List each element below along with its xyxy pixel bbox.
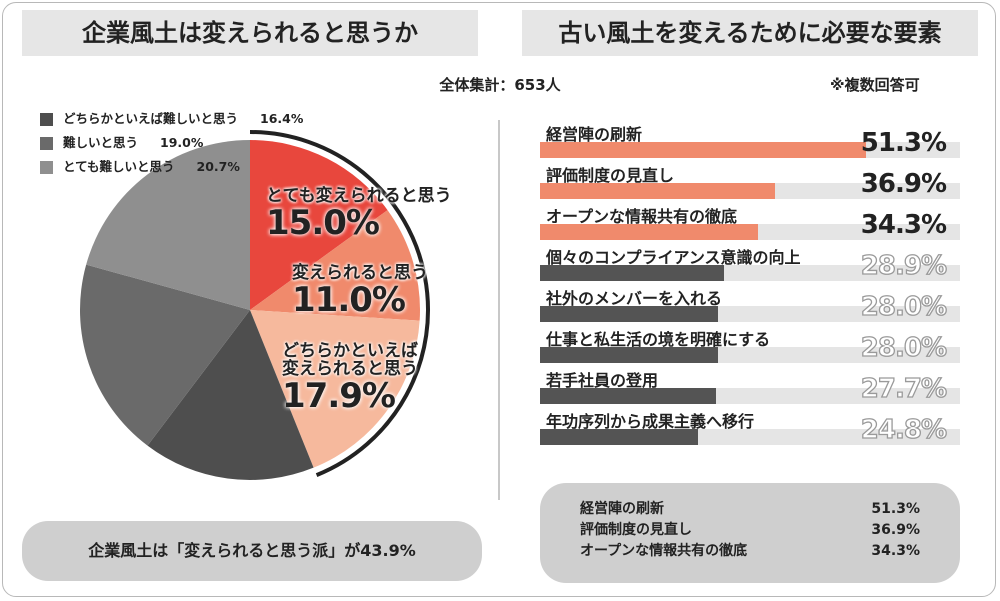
- bar: [540, 224, 759, 240]
- legend-item-hard: 難しいと思う 19.0%: [40, 134, 203, 152]
- bar-row: 評価制度の見直し 36.9%: [540, 165, 960, 201]
- legend-item-rather-hard: どちらかといえば難しいと思う 16.4%: [40, 110, 303, 128]
- slice-label-very-easy: とても変えられると思う 15.0%: [266, 187, 452, 241]
- bar-value-label: 28.0%: [860, 291, 948, 322]
- legend-label: 難しいと思う: [63, 135, 139, 150]
- bar: [540, 265, 724, 281]
- bar-label: 年功序列から成果主義へ移行: [546, 412, 755, 431]
- legend-value: 20.7%: [196, 159, 240, 174]
- slice-label-text: どちらかといえば: [282, 341, 418, 361]
- slice-label-text: 変えられると思う: [292, 263, 428, 283]
- pie-slice-can-change: [250, 210, 421, 321]
- summary-label: オープンな情報共有の徹底: [580, 543, 748, 559]
- summary-label: 評価制度の見直し: [580, 522, 692, 538]
- bar-row: 個々のコンプライアンス意識の向上 28.9%: [540, 247, 960, 283]
- bar-label: 社外のメンバーを入れる: [546, 289, 723, 308]
- bar-value-label: 51.3%: [860, 128, 947, 158]
- bottom-note: 企業風土は「変えられると思う派」が43.9%: [88, 541, 416, 560]
- bar-label: 経営陣の刷新: [546, 125, 643, 144]
- summary-label: 経営陣の刷新: [580, 501, 664, 517]
- pie-slice-very-easy: [250, 140, 388, 310]
- bar-row: 年功序列から成果主義へ移行 24.8%: [540, 411, 960, 447]
- slice-label-text: とても変えられると思う: [266, 186, 452, 206]
- slice-label-value: 17.9%: [282, 376, 396, 416]
- bar-row: 経営陣の刷新 51.3%: [540, 124, 960, 160]
- slice-label-text: 変えられると思う: [282, 359, 418, 379]
- bar-row: 若手社員の登用 27.7%: [540, 370, 960, 406]
- bar-label: 評価制度の見直し: [546, 166, 675, 185]
- bar: [540, 142, 867, 158]
- legend-swatch: [40, 136, 53, 150]
- bar-label: 仕事と私生活の境を明確にする: [546, 330, 771, 349]
- summary-list: 経営陣の刷新 51.3% 評価制度の見直し 36.9% オープンな情報共有の徹底…: [580, 499, 920, 562]
- positive-group-arc: [249, 130, 430, 477]
- legend-value: 19.0%: [160, 135, 204, 150]
- bar-value-label: 27.7%: [860, 373, 948, 404]
- slice-label-can-change: 変えられると思う 11.0%: [292, 264, 428, 318]
- bar-value-label: 28.0%: [860, 332, 948, 363]
- bar: [540, 388, 717, 404]
- section-divider: [498, 120, 500, 500]
- slice-label-value: 15.0%: [266, 203, 380, 243]
- pie-chart: [79, 130, 430, 480]
- bar: [540, 347, 719, 363]
- bar: [540, 429, 698, 445]
- summary-value: 36.9%: [871, 522, 920, 538]
- legend-swatch: [40, 112, 53, 126]
- bar-row: 仕事と私生活の境を明確にする 28.0%: [540, 329, 960, 365]
- legend-label: どちらかといえば難しいと思う: [63, 111, 239, 126]
- bottom-note-pill: 企業風土は「変えられると思う派」が43.9%: [22, 521, 482, 581]
- right-title: 古い風土を変えるために必要な要素: [522, 10, 978, 56]
- summary-pill: 経営陣の刷新 51.3% 評価制度の見直し 36.9% オープンな情報共有の徹底…: [540, 483, 960, 583]
- multiple-answer-note: ※複数回答可: [830, 76, 920, 94]
- bar-label: 個々のコンプライアンス意識の向上: [546, 248, 801, 267]
- bar-row: オープンな情報共有の徹底 34.3%: [540, 206, 960, 242]
- slice-label-value: 11.0%: [292, 280, 406, 320]
- summary-row: オープンな情報共有の徹底 34.3%: [580, 541, 920, 562]
- summary-row: 経営陣の刷新 51.3%: [580, 499, 920, 520]
- total-respondents: 全体集計：653人: [439, 76, 561, 94]
- bar-label: 若手社員の登用: [546, 371, 659, 390]
- legend-value: 16.4%: [260, 111, 304, 126]
- left-title: 企業風土は変えられると思うか: [22, 10, 478, 56]
- bar-value-label: 36.9%: [860, 169, 947, 199]
- legend-swatch: [40, 160, 53, 174]
- summary-value: 34.3%: [871, 543, 920, 559]
- legend-item-very-hard: とても難しいと思う 20.7%: [40, 158, 240, 176]
- bar-value-label: 24.8%: [860, 414, 948, 445]
- bar: [540, 183, 775, 199]
- slice-label-rather-can: どちらかといえば 変えられると思う 17.9%: [282, 342, 418, 414]
- bar-label: オープンな情報共有の徹底: [546, 207, 738, 226]
- summary-value: 51.3%: [871, 501, 920, 517]
- bar-row: 社外のメンバーを入れる 28.0%: [540, 288, 960, 324]
- pie-slice-rather-can: [250, 310, 420, 468]
- bar-value-label: 28.9%: [860, 250, 948, 281]
- summary-row: 評価制度の見直し 36.9%: [580, 520, 920, 541]
- pie-slice-very-hard: [86, 140, 250, 310]
- legend-label: とても難しいと思う: [63, 159, 175, 174]
- bar: [540, 306, 719, 322]
- bar-value-label: 34.3%: [860, 210, 947, 240]
- pie-slice-rather-hard: [147, 310, 314, 480]
- pie-slice-hard: [79, 264, 250, 446]
